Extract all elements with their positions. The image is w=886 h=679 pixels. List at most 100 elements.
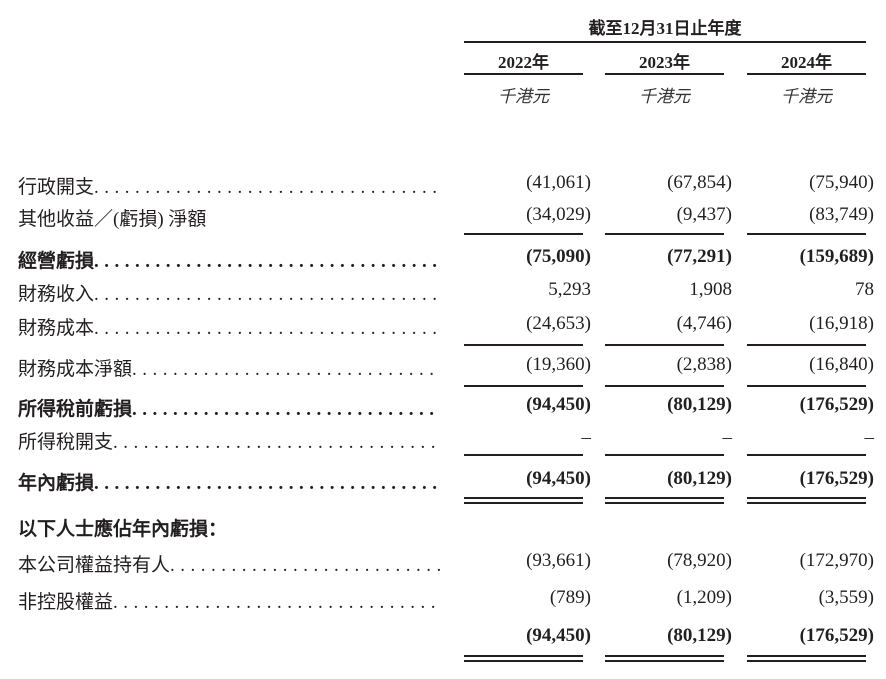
table-row: 所得稅開支...................................… (0, 427, 886, 457)
year-header-2023: 2023年 (639, 53, 690, 72)
row-value-3: 78 (855, 279, 874, 300)
row-value-1: (34,029) (526, 204, 591, 225)
leader-dots: ........................................… (94, 284, 440, 305)
row-value-2: (77,291) (667, 246, 732, 267)
row-label-text: 財務成本 (18, 318, 95, 339)
row-label-text: 年內虧損 (18, 473, 95, 494)
leader-dots: ........................................… (94, 318, 440, 339)
leader-dots: ........................................… (113, 592, 440, 613)
total-double-rule (464, 660, 583, 662)
total-double-rule (605, 502, 724, 504)
table-row: 行政開支....................................… (0, 172, 886, 202)
row-value-3: – (864, 427, 875, 448)
table-row: 以下人士應佔年內虧損： (0, 514, 886, 544)
total-double-rule (747, 655, 866, 657)
row-label: 財務收入....................................… (18, 279, 440, 306)
row-label-text: 所得稅開支 (18, 432, 114, 453)
subtotal-rule (747, 454, 866, 456)
year-header-2024: 2024年 (781, 53, 832, 72)
subtotal-rule (747, 344, 866, 346)
total-double-rule (464, 655, 583, 657)
row-value-2: (80,129) (667, 468, 732, 489)
row-label: 其他收益／(虧損) 淨額 (18, 204, 440, 231)
year-rule (605, 73, 724, 75)
row-value-1: – (581, 427, 592, 448)
table-row: 本公司權益持有人................................… (0, 550, 886, 580)
row-value-2: (80,129) (667, 394, 732, 415)
subtotal-rule (464, 344, 583, 346)
row-label: 經營虧損....................................… (18, 246, 440, 273)
total-double-rule (464, 502, 583, 504)
row-value-2: (67,854) (667, 172, 732, 193)
total-double-rule (605, 497, 724, 499)
row-label: 年內虧損....................................… (18, 468, 440, 495)
row-value-3: (75,940) (809, 172, 874, 193)
leader-dots: ........................................… (132, 359, 440, 380)
subtotal-rule (747, 385, 866, 387)
row-value-1: 5,293 (548, 279, 591, 300)
table-row: 所得稅前虧損..................................… (0, 394, 886, 424)
table-row: 非控股權益...................................… (0, 587, 886, 617)
row-label: 非控股權益...................................… (18, 587, 440, 614)
row-value-2: (2,838) (676, 354, 732, 375)
row-value-1: (41,061) (526, 172, 591, 193)
row-value-2: 1,908 (689, 279, 732, 300)
row-label-text: 非控股權益 (18, 592, 114, 613)
leader-dots: ........................................… (94, 177, 440, 198)
row-label-text: 財務收入 (18, 284, 95, 305)
subtotal-rule (605, 344, 724, 346)
row-value-1: (24,653) (526, 313, 591, 334)
row-label-text: 經營虧損 (18, 251, 95, 272)
unit-label: 千港元 (639, 87, 690, 106)
row-label-text: 財務成本淨額 (18, 359, 133, 380)
row-label: 財務成本....................................… (18, 313, 440, 340)
row-value-1: (94,450) (526, 468, 591, 489)
row-value-1: (94,450) (526, 394, 591, 415)
row-value-3: (16,840) (809, 354, 874, 375)
row-value-3: (176,529) (799, 394, 874, 415)
unit-label: 千港元 (498, 87, 549, 106)
row-value-1: (789) (549, 587, 591, 608)
total-double-rule (747, 660, 866, 662)
leader-dots: ........................................… (94, 473, 440, 494)
row-value-3: (172,970) (799, 550, 874, 571)
table-row: (94,450) (80,129) (176,529) (0, 625, 886, 655)
year-rule (747, 73, 866, 75)
year-header-2022: 2022年 (498, 53, 549, 72)
row-label-text: 其他收益／(虧損) 淨額 (18, 209, 207, 230)
row-value-1: (94,450) (526, 625, 591, 646)
row-value-1: (93,661) (526, 550, 591, 571)
row-label: 財務成本淨額..................................… (18, 354, 440, 381)
row-value-2: (80,129) (667, 625, 732, 646)
leader-dots: ........................................… (170, 555, 440, 576)
total-double-rule (747, 502, 866, 504)
subtotal-rule (747, 233, 866, 235)
row-value-1: (75,090) (526, 246, 591, 267)
period-header: 截至12月31日止年度 (588, 19, 742, 38)
table-row: 其他收益／(虧損) 淨額 (34,029) (9,437) (83,749) (0, 204, 886, 234)
row-value-2: – (722, 427, 733, 448)
row-label: 所得稅前虧損..................................… (18, 394, 440, 421)
row-label: 行政開支....................................… (18, 172, 440, 199)
row-value-3: (176,529) (799, 625, 874, 646)
row-label-text: 行政開支 (18, 177, 95, 198)
row-label: 本公司權益持有人................................… (18, 550, 440, 577)
row-value-3: (3,559) (818, 587, 874, 608)
subtotal-rule (464, 454, 583, 456)
row-value-1: (19,360) (526, 354, 591, 375)
unit-label: 千港元 (781, 87, 832, 106)
row-value-3: (83,749) (809, 204, 874, 225)
leader-dots: ........................................… (94, 251, 440, 272)
row-label: 以下人士應佔年內虧損： (18, 514, 440, 541)
row-value-2: (9,437) (676, 204, 732, 225)
subtotal-rule (464, 385, 583, 387)
row-value-2: (78,920) (667, 550, 732, 571)
header-rule (464, 41, 866, 43)
total-double-rule (605, 655, 724, 657)
subtotal-rule (464, 233, 583, 235)
table-row: 財務成本....................................… (0, 313, 886, 343)
table-row: 財務收入....................................… (0, 279, 886, 309)
row-value-2: (1,209) (676, 587, 732, 608)
row-label-text: 本公司權益持有人 (18, 555, 171, 576)
